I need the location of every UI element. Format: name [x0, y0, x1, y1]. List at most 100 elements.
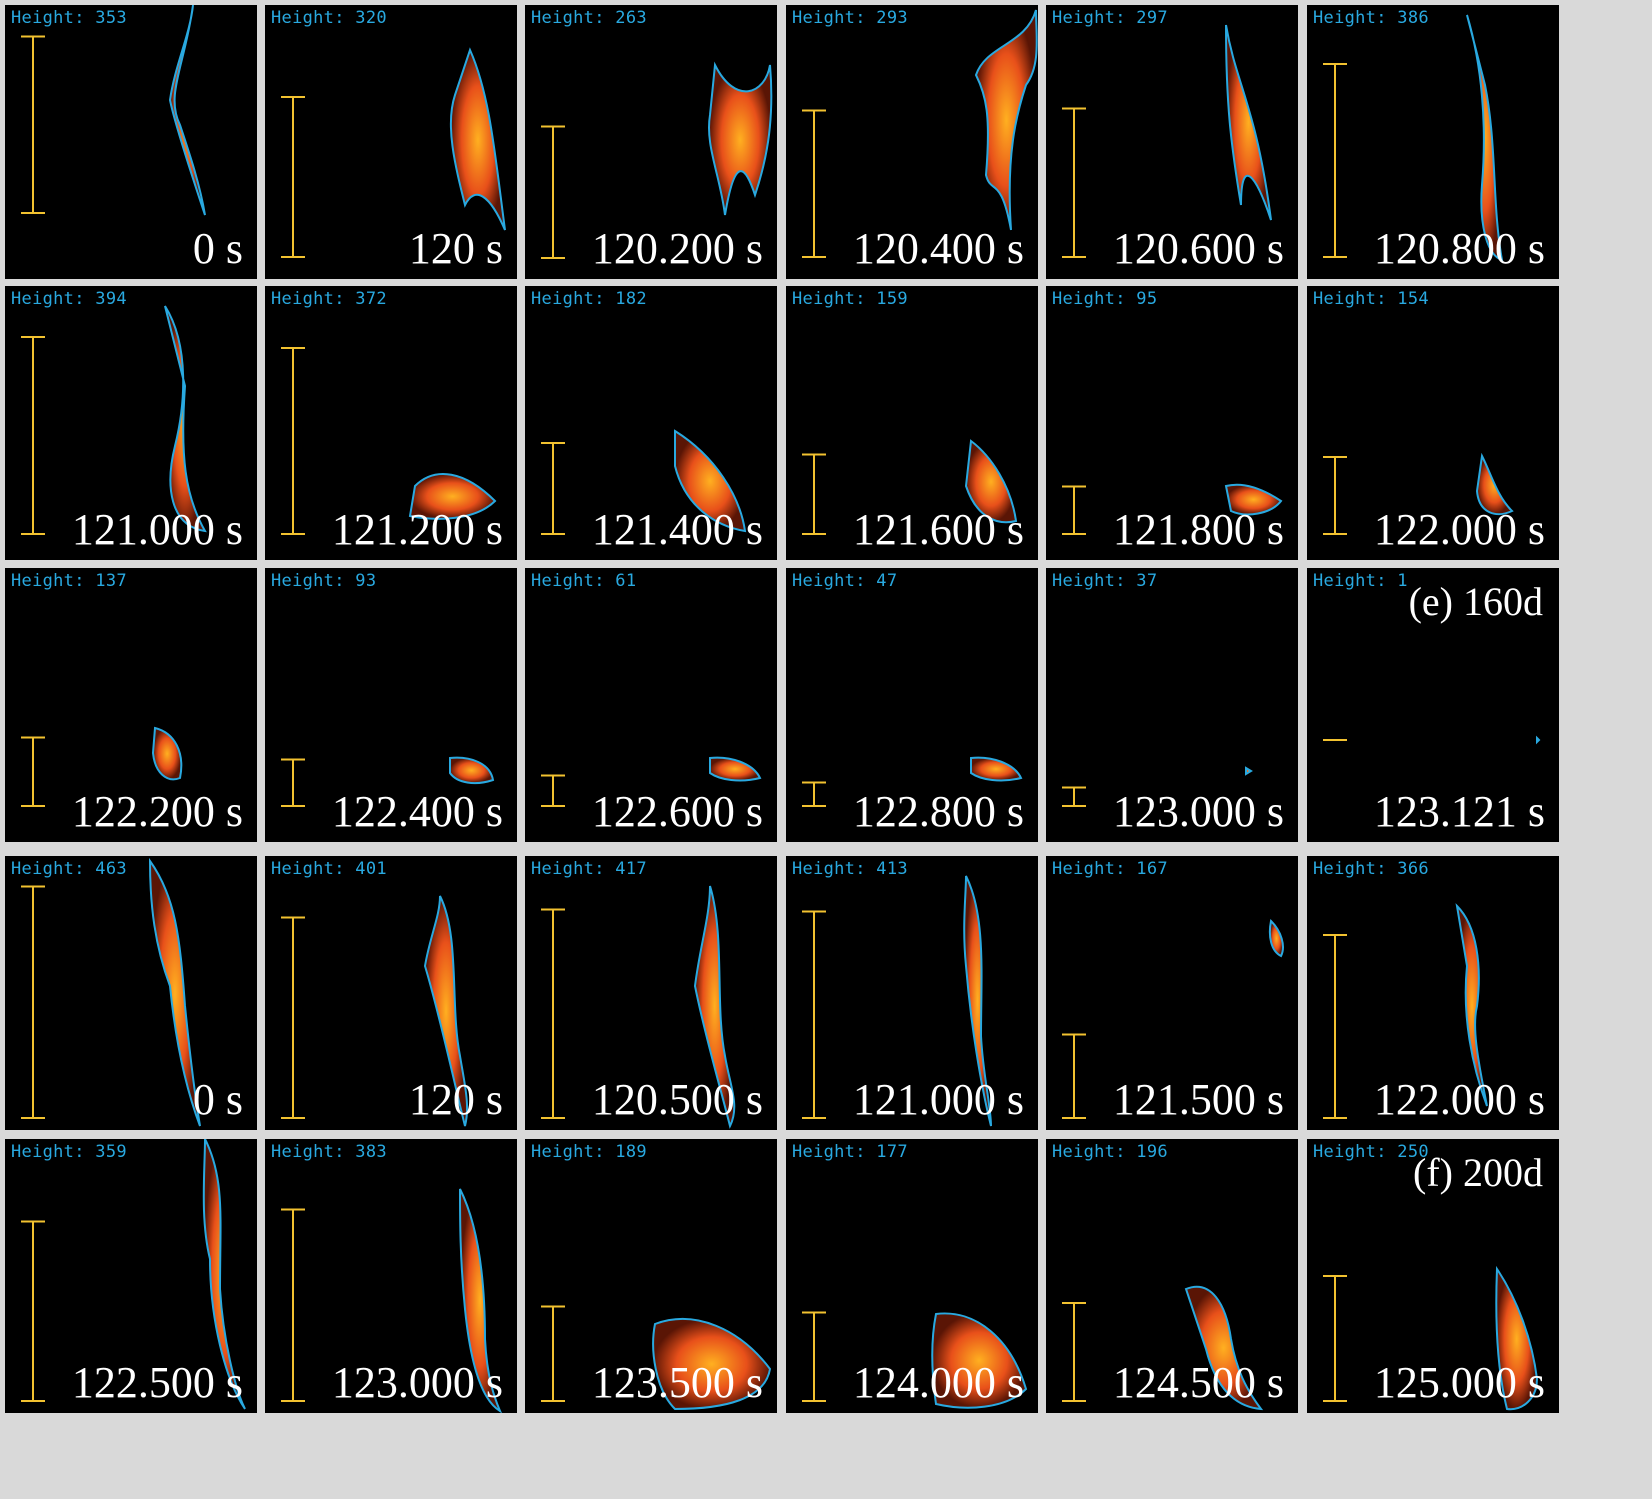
flame-image	[1323, 735, 1541, 745]
height-readout: Height: 159	[792, 289, 908, 309]
time-stamp: 0 s	[192, 1075, 243, 1124]
height-scale-bar	[21, 1220, 45, 1402]
flame-contour	[693, 885, 736, 1129]
flame-frame-panel: Height: 413 121.000 s	[786, 856, 1038, 1130]
flame-image	[541, 1305, 772, 1411]
height-scale-bar	[1062, 1302, 1086, 1402]
height-readout: Height: 189	[531, 1142, 647, 1162]
flame-image	[1062, 766, 1253, 807]
flame-contour	[1184, 1286, 1264, 1411]
flame-frame-panel: Height: 263 120.200 s	[525, 5, 777, 279]
time-stamp: 120 s	[408, 1075, 503, 1124]
flame-image	[281, 1188, 502, 1413]
flame-contour	[1245, 766, 1253, 776]
flame-frame-panel: Height: 401 120 s	[265, 856, 517, 1130]
flame-image	[21, 305, 207, 535]
flame-contour	[708, 61, 773, 216]
height-readout: Height: 394	[11, 289, 127, 309]
flame-image	[541, 429, 747, 535]
flame-image	[1062, 918, 1284, 1119]
flame-frame-panel: Height: 177 124.000 s	[786, 1139, 1038, 1413]
height-readout: Height: 320	[271, 8, 387, 28]
height-scale-bar	[281, 916, 305, 1119]
flame-image	[21, 726, 183, 807]
height-scale-bar	[802, 910, 826, 1119]
time-stamp: 120 s	[408, 224, 503, 273]
flame-contour	[1225, 24, 1272, 221]
height-scale-bar	[21, 736, 45, 807]
height-scale-bar	[281, 96, 305, 258]
case-label: (f) 200d	[1413, 1150, 1543, 1195]
height-readout: Height: 383	[271, 1142, 387, 1162]
time-stamp: 123.121 s	[1373, 787, 1545, 836]
flame-image	[1062, 483, 1283, 535]
flame-image	[21, 5, 206, 216]
flame-image	[802, 439, 1018, 535]
time-stamp: 120.400 s	[852, 224, 1024, 273]
flame-image	[1323, 903, 1488, 1119]
flame-image	[21, 1139, 246, 1410]
flame-frame-panel: Height: 182 121.400 s	[525, 286, 777, 560]
time-stamp: 122.500 s	[71, 1358, 243, 1407]
height-scale-bar	[802, 453, 826, 535]
flame-contour	[1475, 452, 1514, 516]
height-readout: Height: 366	[1313, 859, 1429, 879]
time-stamp: 123.000 s	[331, 1358, 503, 1407]
height-readout: Height: 250	[1313, 1142, 1429, 1162]
height-scale-bar	[21, 336, 45, 535]
height-scale-bar	[281, 1208, 305, 1402]
time-stamp: 121.800 s	[1112, 505, 1284, 554]
flame-image	[1323, 452, 1514, 535]
flame-frame-panel: Height: 95 121.800 s	[1046, 286, 1298, 560]
height-readout: Height: 177	[792, 1142, 908, 1162]
flame-contour	[963, 875, 992, 1127]
time-stamp: 125.000 s	[1373, 1358, 1545, 1407]
time-stamp: 0 s	[192, 224, 243, 273]
height-scale-bar	[281, 347, 305, 535]
height-readout: Height: 154	[1313, 289, 1429, 309]
flame-frame-panel: Height: 137 122.200 s	[5, 568, 257, 842]
time-stamp: 121.500 s	[1112, 1075, 1284, 1124]
flame-contour	[709, 756, 762, 782]
height-scale-bar	[1323, 934, 1347, 1119]
flame-contour	[1455, 903, 1488, 1107]
time-stamp: 120.800 s	[1373, 224, 1545, 273]
time-stamp: 121.000 s	[852, 1075, 1024, 1124]
time-stamp: 124.000 s	[852, 1358, 1024, 1407]
flame-image	[281, 895, 469, 1127]
height-readout: Height: 167	[1052, 859, 1168, 879]
flame-frame-panel: Height: 154 122.000 s	[1307, 286, 1559, 560]
flame-frame-panel: Height: 386 120.800 s	[1307, 5, 1559, 279]
height-readout: Height: 95	[1052, 289, 1158, 309]
height-readout: Height: 263	[531, 8, 647, 28]
flame-contour	[652, 1318, 772, 1411]
time-stamp: 123.000 s	[1112, 787, 1284, 836]
flame-image	[281, 347, 497, 535]
flame-frame-panel: Height: 189 123.500 s	[525, 1139, 777, 1413]
height-readout: Height: 417	[531, 859, 647, 879]
flame-image	[21, 857, 201, 1127]
height-scale-bar	[541, 774, 565, 807]
height-scale-bar	[21, 35, 45, 214]
time-stamp: 123.500 s	[591, 1358, 763, 1407]
height-readout: Height: 1	[1313, 571, 1408, 591]
flame-image	[1323, 1265, 1539, 1411]
height-readout: Height: 372	[271, 289, 387, 309]
height-scale-bar	[1323, 456, 1347, 535]
height-scale-bar	[1062, 485, 1086, 535]
flame-contour	[970, 756, 1023, 782]
flame-image	[1062, 24, 1272, 258]
height-readout: Height: 137	[11, 571, 127, 591]
time-stamp: 121.000 s	[71, 505, 243, 554]
height-scale-bar	[802, 109, 826, 258]
case-label: (e) 160d	[1408, 579, 1543, 624]
height-scale-bar	[802, 1311, 826, 1402]
flame-contour	[964, 439, 1018, 524]
flame-contour	[408, 473, 497, 520]
flame-frame-panel: Height: 366 122.000 s	[1307, 856, 1559, 1130]
height-readout: Height: 401	[271, 859, 387, 879]
height-scale-bar	[1062, 1033, 1086, 1119]
height-readout: Height: 297	[1052, 8, 1168, 28]
flame-frame-panel: Height: 159 121.600 s	[786, 286, 1038, 560]
flame-contour	[202, 1139, 246, 1410]
